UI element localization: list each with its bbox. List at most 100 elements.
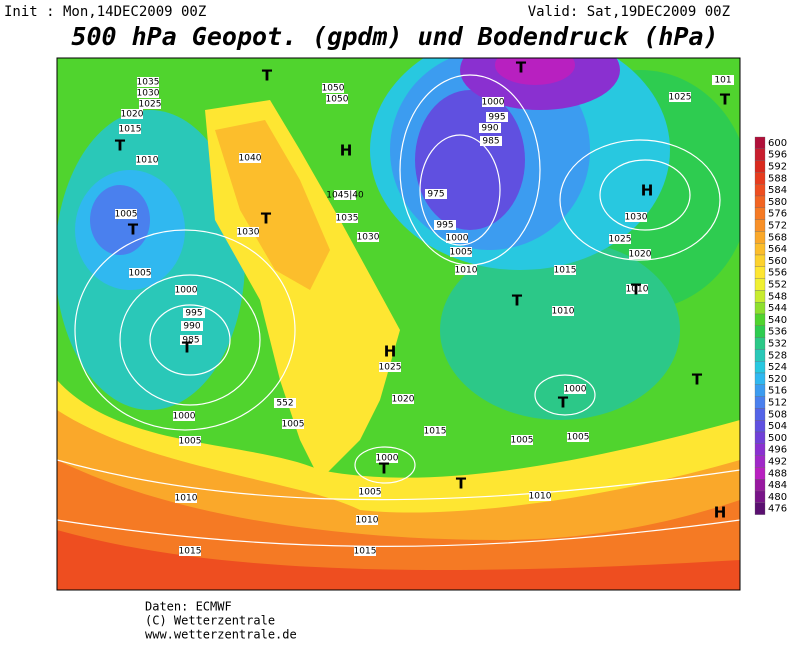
isobar-label: 985 <box>482 137 499 147</box>
legend-level: 600 <box>768 138 787 149</box>
legend-swatch <box>754 266 766 279</box>
isobar-label: 1020 <box>629 250 652 260</box>
label-box <box>425 189 447 199</box>
legend-level: 584 <box>768 185 787 196</box>
legend-level: 516 <box>768 386 787 397</box>
credit: Daten: ECMWF <box>145 600 232 614</box>
isobar-label: 1000 <box>446 234 469 244</box>
credit: (C) Wetterzentrale <box>145 614 275 628</box>
isobar-label: 1050 <box>326 95 349 105</box>
label-box <box>129 268 151 278</box>
isobar-label: 1045|40 <box>326 191 364 201</box>
label-box <box>480 136 502 146</box>
isobar-label: 975 <box>427 190 444 200</box>
legend-swatch <box>754 207 766 220</box>
isobar-label: 1035 <box>336 214 359 224</box>
isobar-label: 1035 <box>137 78 160 88</box>
label-box <box>554 265 576 275</box>
label-box <box>175 285 197 295</box>
legend-level: 552 <box>768 280 787 291</box>
label-box <box>119 124 141 134</box>
legend-level: 512 <box>768 398 787 409</box>
isobar-label: 990 <box>481 124 498 134</box>
legend-level: 524 <box>768 362 787 373</box>
legend-swatch <box>754 467 766 480</box>
legend-level: 488 <box>768 468 787 479</box>
label-box <box>455 265 477 275</box>
pressure-system: T <box>456 475 467 493</box>
isobar-label: 1005 <box>282 420 305 430</box>
isobar-label: 1030 <box>625 213 648 223</box>
legend-level: 476 <box>768 504 787 515</box>
init-time: Init : Mon,14DEC2009 00Z <box>4 4 206 20</box>
legend-swatch <box>754 290 766 303</box>
legend-level: 548 <box>768 291 787 302</box>
label-box <box>511 435 533 445</box>
label-box <box>180 335 202 345</box>
map-title: 500 hPa Geopot. (gpdm) und Bodendruck (h… <box>71 22 718 51</box>
pressure-system: T <box>692 371 703 389</box>
legend-swatch <box>754 243 766 256</box>
label-box <box>712 75 734 85</box>
isobar-label: 1015 <box>554 266 577 276</box>
isobar-label: 1005 <box>129 269 152 279</box>
isobar-label: 1050 <box>322 84 345 94</box>
label-box <box>446 233 468 243</box>
pressure-system: T <box>516 59 527 77</box>
label-box <box>121 109 143 119</box>
pressure-system: T <box>182 339 193 357</box>
legend-level: 484 <box>768 480 787 491</box>
legend-level: 592 <box>768 162 787 173</box>
legend-swatch <box>754 502 766 515</box>
label-box <box>322 83 344 93</box>
isobar-label: 1010 <box>175 494 198 504</box>
label-box <box>326 94 348 104</box>
label-box <box>626 284 648 294</box>
legend-swatch <box>754 479 766 492</box>
legend-level: 544 <box>768 303 787 314</box>
label-box <box>136 155 158 165</box>
isobar-label: 1000 <box>376 454 399 464</box>
label-box <box>450 247 472 257</box>
isobar-label: 1020 <box>121 110 144 120</box>
pressure-system: T <box>261 210 272 228</box>
credit: www.wetterzentrale.de <box>145 628 297 642</box>
legend-swatch <box>754 490 766 503</box>
isobar-label: 1000 <box>564 385 587 395</box>
legend-swatch <box>754 337 766 350</box>
label-box <box>183 308 205 318</box>
isobar-label: 1010 <box>455 266 478 276</box>
field-south <box>57 460 740 590</box>
pressure-system: H <box>641 182 654 200</box>
isobar-label: 995 <box>185 309 202 319</box>
label-box <box>529 491 551 501</box>
label-box <box>237 227 259 237</box>
legend-swatch <box>754 136 766 149</box>
label-box <box>359 487 381 497</box>
isobar-label: 1000 <box>173 412 196 422</box>
isobar-label: 1030 <box>237 228 260 238</box>
isobar-label: 1020 <box>392 395 415 405</box>
legend-level: 572 <box>768 221 787 232</box>
label-box <box>239 153 261 163</box>
legend-level: 480 <box>768 492 787 503</box>
label-box <box>479 123 501 133</box>
legend-level: 496 <box>768 445 787 456</box>
legend-level: 576 <box>768 209 787 220</box>
legend-level: 532 <box>768 339 787 350</box>
isobar-label: 1000 <box>482 98 505 108</box>
isobar-label: 1005 <box>450 248 473 258</box>
isobar-label: 1015 <box>119 125 142 135</box>
legend-swatch <box>754 313 766 326</box>
legend-level: 564 <box>768 244 787 255</box>
legend-swatch <box>754 195 766 208</box>
legend-level: 540 <box>768 315 787 326</box>
isobar-label: 1025 <box>139 100 162 110</box>
label-box <box>173 411 195 421</box>
isobar-label: 1025 <box>609 235 632 245</box>
legend-swatch <box>754 184 766 197</box>
legend-level: 580 <box>768 197 787 208</box>
legend-swatch <box>754 455 766 468</box>
pressure-system: T <box>128 221 139 239</box>
isobar-label: 1010 <box>626 285 649 295</box>
